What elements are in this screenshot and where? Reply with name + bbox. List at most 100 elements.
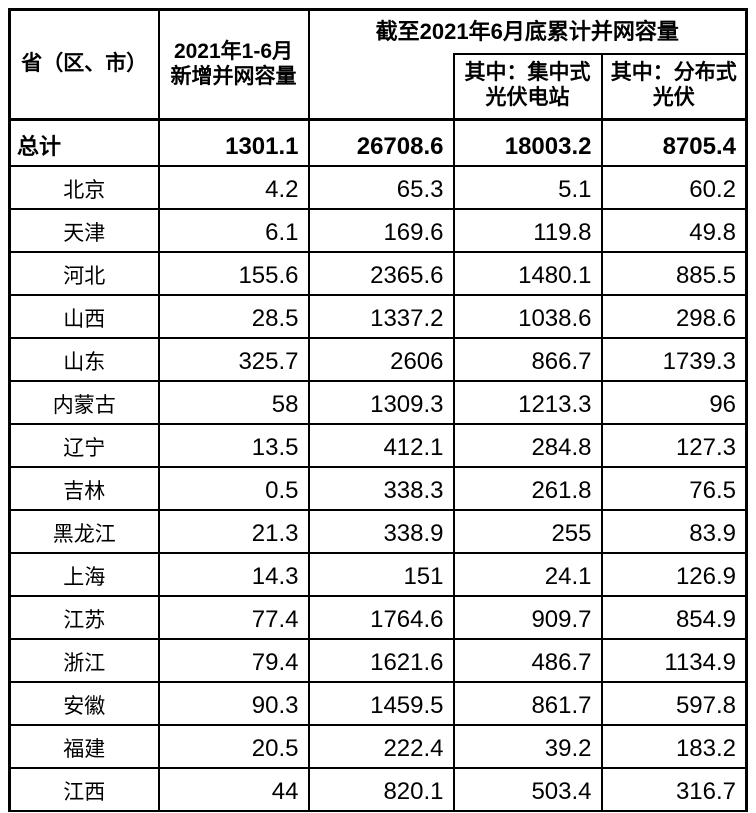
value-cell: 20.5: [157, 723, 310, 769]
value-cell: 1739.3: [600, 336, 748, 382]
value-cell: 1621.6: [307, 637, 455, 683]
total-value-centralized: 18003.2: [452, 118, 603, 167]
value-cell: 5.1: [452, 164, 603, 210]
value-cell: 155.6: [157, 250, 310, 296]
value-cell: 1764.6: [307, 594, 455, 640]
value-cell: 6.1: [157, 207, 310, 253]
value-cell: 1213.3: [452, 379, 603, 425]
value-cell: 44: [157, 766, 310, 812]
value-cell: 21.3: [157, 508, 310, 554]
header-centralized: 其中：集中式 光伏电站: [452, 52, 603, 121]
header-province: 省（区、市）: [8, 8, 160, 121]
value-cell: 1480.1: [452, 250, 603, 296]
value-cell: 298.6: [600, 293, 748, 339]
province-cell: 山西: [8, 293, 160, 339]
table-row: 内蒙古 58 1309.3 1213.3 96: [8, 379, 748, 425]
value-cell: 39.2: [452, 723, 603, 769]
total-value-distributed: 8705.4: [600, 118, 748, 167]
table-row: 江西 44 820.1 503.4 316.7: [8, 766, 748, 812]
table-row: 河北 155.6 2365.6 1480.1 885.5: [8, 250, 748, 296]
province-cell: 福建: [8, 723, 160, 769]
header-distributed: 其中：分布式 光伏: [600, 52, 748, 121]
value-cell: 76.5: [600, 465, 748, 511]
value-cell: 885.5: [600, 250, 748, 296]
table-row: 江苏 77.4 1764.6 909.7 854.9: [8, 594, 748, 640]
value-cell: 77.4: [157, 594, 310, 640]
value-cell: 90.3: [157, 680, 310, 726]
table-row: 北京 4.2 65.3 5.1 60.2: [8, 164, 748, 210]
value-cell: 2365.6: [307, 250, 455, 296]
value-cell: 49.8: [600, 207, 748, 253]
total-value-new: 1301.1: [157, 118, 310, 167]
value-cell: 412.1: [307, 422, 455, 468]
value-cell: 486.7: [452, 637, 603, 683]
total-value-cumulative: 26708.6: [307, 118, 455, 167]
table-row: 上海 14.3 151 24.1 126.9: [8, 551, 748, 597]
province-cell: 吉林: [8, 465, 160, 511]
province-cell: 安徽: [8, 680, 160, 726]
value-cell: 861.7: [452, 680, 603, 726]
table-row: 吉林 0.5 338.3 261.8 76.5: [8, 465, 748, 511]
header-new-capacity: 2021年1-6月 新增并网容量: [157, 8, 310, 121]
table-body: 总计 1301.1 26708.6 18003.2 8705.4 北京 4.2 65…: [8, 118, 748, 812]
value-cell: 183.2: [600, 723, 748, 769]
value-cell: 1134.9: [600, 637, 748, 683]
table-row: 福建 20.5 222.4 39.2 183.2: [8, 723, 748, 769]
value-cell: 820.1: [307, 766, 455, 812]
province-cell: 北京: [8, 164, 160, 210]
value-cell: 60.2: [600, 164, 748, 210]
value-cell: 14.3: [157, 551, 310, 597]
value-cell: 0.5: [157, 465, 310, 511]
value-cell: 1038.6: [452, 293, 603, 339]
value-cell: 284.8: [452, 422, 603, 468]
value-cell: 866.7: [452, 336, 603, 382]
province-cell: 上海: [8, 551, 160, 597]
table-row: 浙江 79.4 1621.6 486.7 1134.9: [8, 637, 748, 683]
value-cell: 261.8: [452, 465, 603, 511]
header-cumulative-group: 截至2021年6月底累计并网容量: [307, 8, 748, 54]
value-cell: 96: [600, 379, 748, 425]
province-cell: 江苏: [8, 594, 160, 640]
table-row: 天津 6.1 169.6 119.8 49.8: [8, 207, 748, 253]
province-cell: 内蒙古: [8, 379, 160, 425]
value-cell: 338.9: [307, 508, 455, 554]
province-cell: 山东: [8, 336, 160, 382]
table-row: 山西 28.5 1337.2 1038.6 298.6: [8, 293, 748, 339]
value-cell: 119.8: [452, 207, 603, 253]
value-cell: 1337.2: [307, 293, 455, 339]
value-cell: 58: [157, 379, 310, 425]
value-cell: 28.5: [157, 293, 310, 339]
value-cell: 909.7: [452, 594, 603, 640]
total-label: 总计: [8, 118, 160, 167]
value-cell: 338.3: [307, 465, 455, 511]
value-cell: 65.3: [307, 164, 455, 210]
province-cell: 天津: [8, 207, 160, 253]
value-cell: 127.3: [600, 422, 748, 468]
value-cell: 151: [307, 551, 455, 597]
value-cell: 126.9: [600, 551, 748, 597]
header-row-1: 省（区、市） 2021年1-6月 新增并网容量 截至2021年6月底累计并网容量: [8, 8, 748, 121]
value-cell: 2606: [307, 336, 455, 382]
value-cell: 79.4: [157, 637, 310, 683]
value-cell: 4.2: [157, 164, 310, 210]
table-header: 省（区、市） 2021年1-6月 新增并网容量 截至2021年6月底累计并网容量…: [8, 8, 748, 121]
value-cell: 316.7: [600, 766, 748, 812]
value-cell: 222.4: [307, 723, 455, 769]
province-cell: 浙江: [8, 637, 160, 683]
header-row-2: 其中：集中式 光伏电站 其中：分布式 光伏: [10, 52, 748, 121]
value-cell: 255: [452, 508, 603, 554]
table-row: 安徽 90.3 1459.5 861.7 597.8: [8, 680, 748, 726]
value-cell: 169.6: [307, 207, 455, 253]
pv-capacity-table: 省（区、市） 2021年1-6月 新增并网容量 截至2021年6月底累计并网容量…: [8, 8, 749, 812]
header-cumulative-total-subcell: [307, 53, 455, 121]
value-cell: 83.9: [600, 508, 748, 554]
table-row: 山东 325.7 2606 866.7 1739.3: [8, 336, 748, 382]
value-cell: 597.8: [600, 680, 748, 726]
value-cell: 1309.3: [307, 379, 455, 425]
province-cell: 河北: [8, 250, 160, 296]
province-cell: 黑龙江: [8, 508, 160, 554]
province-cell: 辽宁: [8, 422, 160, 468]
value-cell: 13.5: [157, 422, 310, 468]
table-row: 黑龙江 21.3 338.9 255 83.9: [8, 508, 748, 554]
value-cell: 325.7: [157, 336, 310, 382]
